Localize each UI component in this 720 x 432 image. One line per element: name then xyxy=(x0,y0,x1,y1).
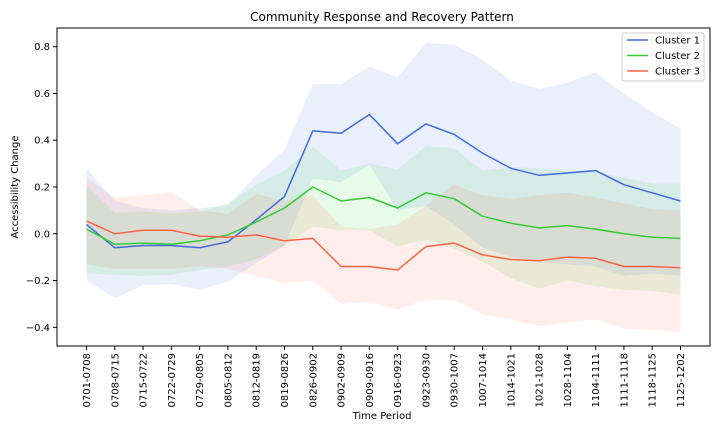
legend-box xyxy=(621,32,705,82)
x-tick-label: 0826-0902 xyxy=(308,353,319,408)
x-tick-label: 1007-1014 xyxy=(478,353,489,408)
x-tick-label: 0715-0722 xyxy=(139,353,150,408)
x-tick-label: 1125-1202 xyxy=(676,353,687,408)
legend-label-1: Cluster 1 xyxy=(655,36,700,47)
x-tick-label: 0729-0805 xyxy=(195,353,206,408)
y-tick-label: −0.2 xyxy=(26,276,50,287)
x-tick-label: 0909-0916 xyxy=(365,353,376,408)
x-tick-label: 0805-0812 xyxy=(223,353,234,408)
line-series-1 xyxy=(86,113,681,249)
x-tick-label: 0916-0923 xyxy=(393,353,404,408)
x-tick-label: 0812-0819 xyxy=(252,353,263,408)
legend: Cluster 1 Cluster 2 Cluster 3 xyxy=(621,32,705,82)
x-tick-label: 0701-0708 xyxy=(82,353,93,408)
line-series-3 xyxy=(86,220,681,271)
series-lines xyxy=(86,113,681,271)
x-tick-label: 0930-1007 xyxy=(450,353,461,408)
confidence-bands xyxy=(86,43,681,332)
y-tick-label: 0.6 xyxy=(34,89,50,100)
chart-title: Community Response and Recovery Pattern xyxy=(250,10,514,24)
x-tick-label: 0902-0909 xyxy=(337,353,348,408)
x-tick-label: 1111-1118 xyxy=(619,353,630,408)
legend-label-3: Cluster 3 xyxy=(655,67,700,78)
x-tick-label: 1014-1021 xyxy=(506,353,517,408)
legend-label-2: Cluster 2 xyxy=(655,51,700,62)
x-tick-label: 1021-1028 xyxy=(535,353,546,408)
x-tick-label: 0923-0930 xyxy=(421,353,432,408)
x-tick-label: 1104-1111 xyxy=(591,353,602,408)
x-tick-label: 0708-0715 xyxy=(110,353,121,408)
y-tick-label: 0.4 xyxy=(34,136,50,147)
x-tick-label: 1028-1104 xyxy=(563,353,574,408)
x-tick-label: 0722-0729 xyxy=(167,353,178,408)
y-axis: −0.4 −0.2 0.0 0.2 0.4 0.6 0.8 xyxy=(26,42,57,334)
y-tick-label: 0.2 xyxy=(34,183,50,194)
x-tick-label: 0819-0826 xyxy=(280,353,291,408)
band-series-1 xyxy=(86,43,681,299)
y-tick-label: 0.8 xyxy=(34,42,50,53)
x-tick-label: 1118-1125 xyxy=(648,353,659,408)
line-series-2 xyxy=(86,186,681,246)
y-tick-label: −0.4 xyxy=(26,323,50,334)
y-axis-label: Accessibility Change xyxy=(10,136,21,239)
x-axis: 0701-0708 0708-0715 0715-0722 0722-0729 0729… xyxy=(82,346,687,408)
band-series-2 xyxy=(86,146,681,295)
band-series-3 xyxy=(86,177,681,332)
x-axis-label: Time Period xyxy=(352,411,412,422)
y-tick-label: 0.0 xyxy=(34,229,50,240)
